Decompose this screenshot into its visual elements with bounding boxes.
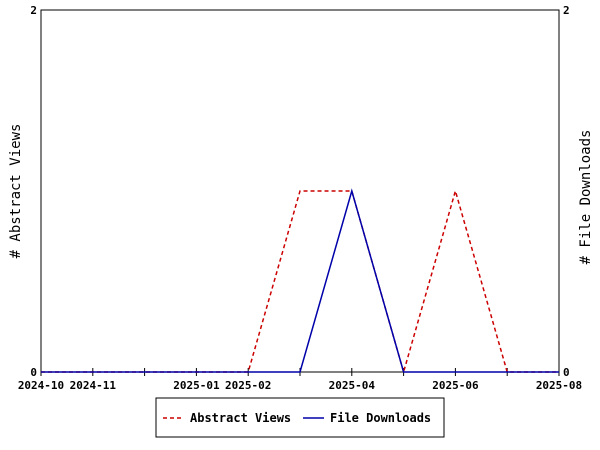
series-line-file-downloads xyxy=(41,188,559,373)
legend-label-file-downloads: File Downloads xyxy=(330,411,431,425)
x-tick-label: 2024-10 xyxy=(18,379,64,392)
y-left-tick-label: 2 xyxy=(30,4,37,17)
x-tick-label: 2025-06 xyxy=(432,379,479,392)
y-right-tick-label: 2 xyxy=(563,4,570,17)
x-tick-label: 2025-02 xyxy=(225,379,271,392)
series-layer xyxy=(41,188,559,375)
y-left-axis-title: # Abstract Views xyxy=(8,124,24,259)
y-right-axis-title: # File Downloads xyxy=(578,130,594,265)
x-tick-label: 2024-11 xyxy=(70,379,117,392)
x-tick-label: 2025-01 xyxy=(173,379,220,392)
legend-label-abstract-views: Abstract Views xyxy=(190,411,291,425)
y-right-tick-label: 0 xyxy=(563,366,570,379)
x-tick-label: 2025-08 xyxy=(536,379,582,392)
legend-box xyxy=(155,397,445,438)
y-left-tick-label: 0 xyxy=(30,366,37,379)
x-tick-label: 2025-04 xyxy=(329,379,376,392)
legend: Abstract Views File Downloads xyxy=(155,397,445,438)
labels-layer: 2024-10 2024-11 2025-01 2025-02 2025-04 2025-… xyxy=(18,4,582,392)
